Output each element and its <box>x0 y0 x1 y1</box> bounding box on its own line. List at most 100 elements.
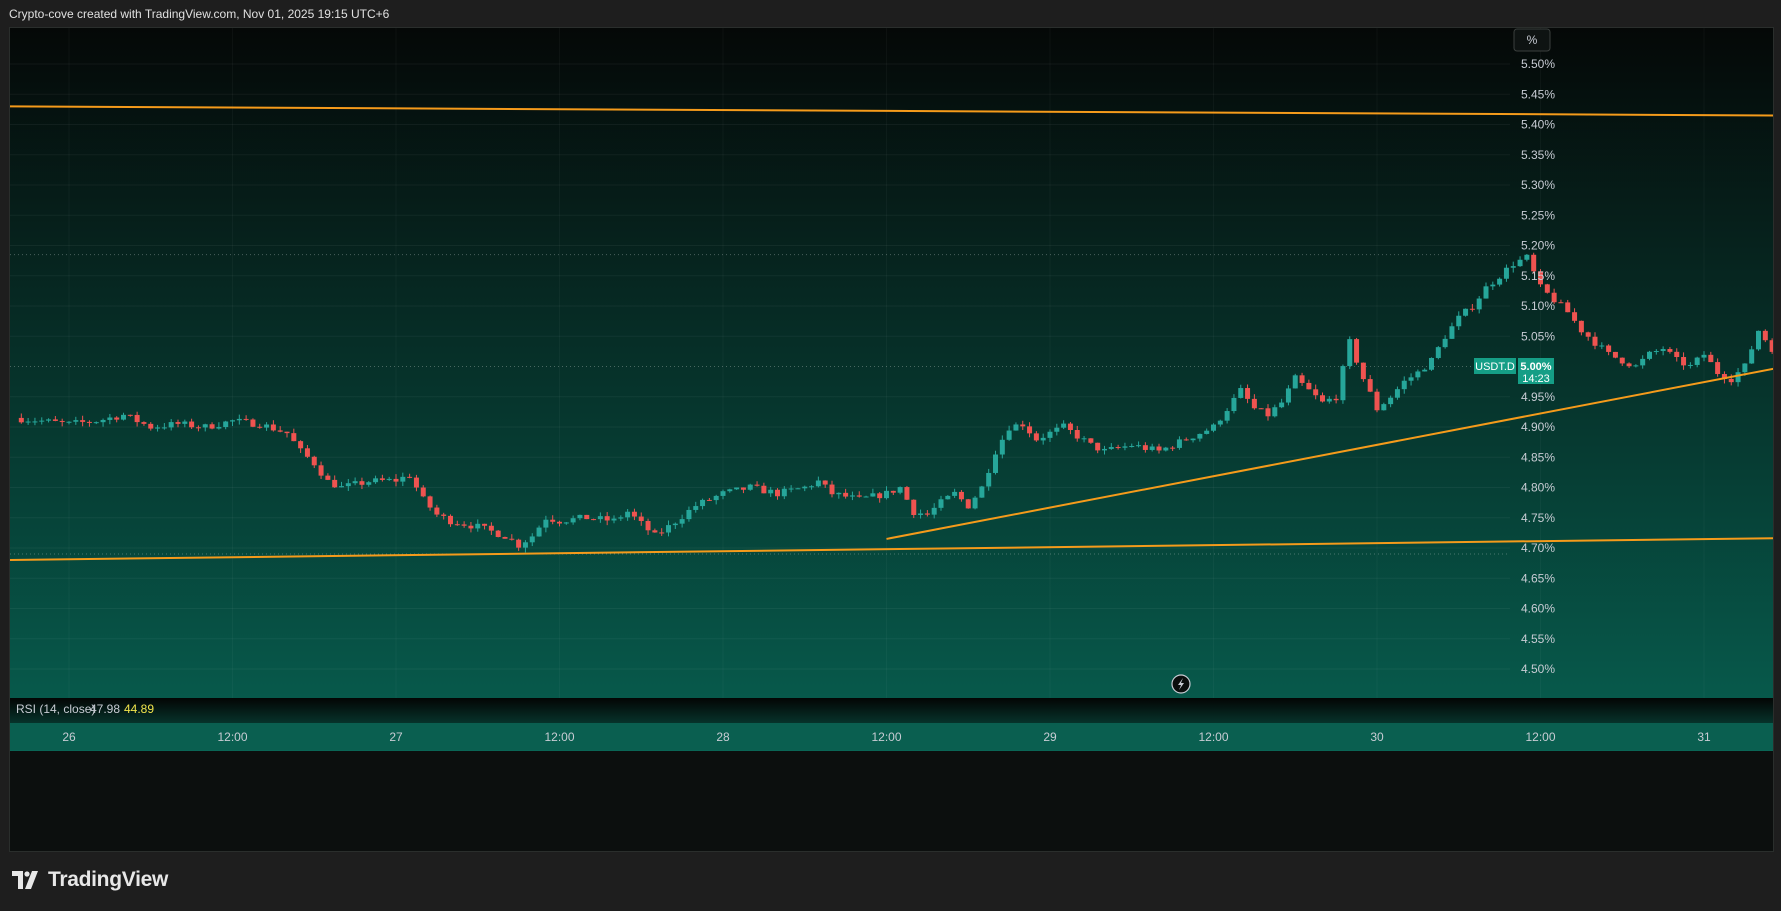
candle-body <box>1102 448 1107 451</box>
candles <box>18 252 1773 553</box>
candle-body <box>1681 357 1687 366</box>
candle-body <box>1551 292 1557 303</box>
candle-body <box>1285 388 1291 403</box>
time-axis[interactable]: 2612:002712:002812:002912:003012:003112:… <box>62 730 1773 744</box>
price-tick-label: 4.60% <box>1521 602 1555 616</box>
candle-body <box>243 418 249 420</box>
candle-body <box>666 525 671 533</box>
trendline[interactable] <box>10 524 1773 561</box>
candle-body <box>1054 427 1060 432</box>
candle-body <box>1401 380 1407 390</box>
candle-body <box>482 523 488 526</box>
candle-body <box>1326 398 1332 402</box>
candle-body <box>1320 395 1325 402</box>
price-tick-label: 5.20% <box>1521 239 1555 253</box>
candle-body <box>788 488 794 490</box>
candle-body <box>686 509 692 520</box>
candle-body <box>863 496 869 498</box>
candle-body <box>713 495 719 501</box>
candle-body <box>618 517 624 519</box>
candle-body <box>1517 259 1523 267</box>
price-chart[interactable]: 5.50% 5.45% 5.40% 5.35% 5.30% 5.25% 5.20% 5.15%… <box>10 28 1773 851</box>
tradingview-logo-icon <box>12 871 38 889</box>
candle-body <box>1388 397 1394 405</box>
candle-body <box>209 424 215 429</box>
candle-body <box>1483 286 1489 299</box>
candle-body <box>1469 308 1475 310</box>
candle-body <box>563 522 569 524</box>
price-tick-label: 4.70% <box>1521 541 1555 555</box>
candle-body <box>100 419 106 423</box>
candle-body <box>1687 364 1693 366</box>
candle-body <box>373 478 379 483</box>
candle-body <box>1572 312 1578 321</box>
candle-body <box>965 499 971 509</box>
lightning-icon[interactable] <box>1171 674 1191 694</box>
percent-scale-button[interactable]: % <box>1513 28 1551 52</box>
candle-body <box>1653 351 1659 353</box>
candle-body <box>155 427 161 429</box>
tradingview-logo[interactable]: TradingView <box>12 868 168 892</box>
candle-body <box>1585 332 1591 337</box>
candle-body <box>1115 447 1121 449</box>
candle-body <box>393 478 399 482</box>
candle-body <box>734 487 740 490</box>
time-axis-background <box>10 723 1773 750</box>
candle-body <box>1633 365 1639 367</box>
candle-body <box>39 420 45 422</box>
candle-body <box>775 489 780 497</box>
time-tick-label: 29 <box>1043 730 1057 744</box>
candle-body <box>1490 284 1496 287</box>
candle-body <box>1647 351 1652 359</box>
candle-body <box>727 489 733 492</box>
candle-body <box>938 499 944 508</box>
candle-body <box>345 483 351 487</box>
trendline[interactable] <box>10 105 1773 121</box>
candle-body <box>740 487 746 490</box>
candle-body <box>311 456 317 466</box>
chart-frame[interactable]: 5.50% 5.45% 5.40% 5.35% 5.30% 5.25% 5.20% 5.15%… <box>9 27 1774 852</box>
candle-body <box>175 422 181 424</box>
price-axis[interactable]: 5.50% 5.45% 5.40% 5.35% 5.30% 5.25% 5.20% 5.15%… <box>1521 57 1555 676</box>
price-tick-label: 4.55% <box>1521 632 1555 646</box>
price-tick-label: 4.95% <box>1521 390 1555 404</box>
candle-body <box>1354 339 1360 363</box>
rsi-indicator-name[interactable]: RSI (14, close) <box>16 702 95 716</box>
candle-body <box>407 476 413 478</box>
candle-body <box>148 423 154 429</box>
candle-body <box>1640 358 1646 366</box>
grid-lines <box>10 63 1510 670</box>
trendline[interactable] <box>886 155 1774 540</box>
candle-body <box>611 518 617 521</box>
candle-body <box>359 481 365 485</box>
candle-body <box>958 491 964 500</box>
trendlines[interactable] <box>10 105 1774 561</box>
candle-body <box>1306 382 1312 390</box>
candle-body <box>529 536 535 543</box>
candle-body <box>1027 426 1033 434</box>
candle-body <box>46 419 52 421</box>
candle-body <box>802 486 808 489</box>
price-tick-label: 4.80% <box>1521 481 1555 495</box>
candle-body <box>461 524 467 526</box>
candle-body <box>604 516 610 521</box>
candle-body <box>1142 445 1148 450</box>
candle-body <box>972 497 978 509</box>
candle-body <box>1347 339 1353 367</box>
candle-body <box>1592 336 1598 346</box>
time-tick-label: 31 <box>1697 730 1711 744</box>
candle-body <box>379 478 385 480</box>
candle-body <box>1279 402 1285 408</box>
candle-body <box>1599 345 1605 347</box>
candle-body <box>1136 445 1142 447</box>
price-tick-label: 5.45% <box>1521 87 1555 101</box>
candle-body <box>1006 430 1012 440</box>
candle-body <box>897 487 903 493</box>
candle-body <box>557 521 562 524</box>
candle-body <box>1047 431 1053 438</box>
candle-body <box>161 427 167 429</box>
candle-body <box>768 489 774 494</box>
time-tick-label: 12:00 <box>217 730 247 744</box>
candle-body <box>809 486 815 488</box>
price-tick-label: 5.30% <box>1521 178 1555 192</box>
